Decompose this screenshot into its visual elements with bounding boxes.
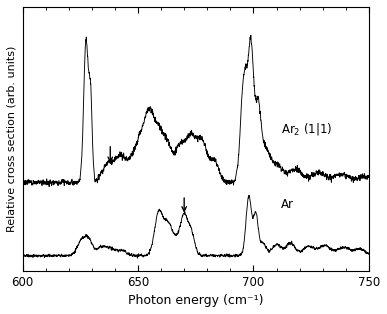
Y-axis label: Relative cross section (arb. units): Relative cross section (arb. units) (7, 46, 17, 232)
Text: Ar$_2$ (1|1): Ar$_2$ (1|1) (281, 122, 332, 137)
X-axis label: Photon energy (cm⁻¹): Photon energy (cm⁻¹) (128, 294, 264, 307)
Text: Ar: Ar (281, 198, 294, 211)
